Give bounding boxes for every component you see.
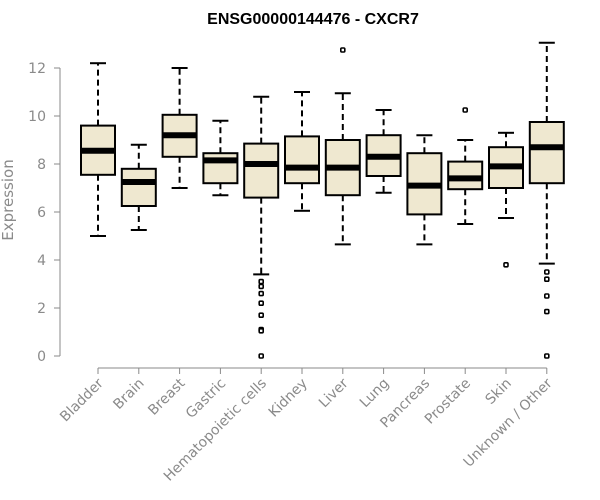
outlier-point	[258, 290, 265, 297]
box-group	[406, 134, 443, 246]
x-tick-label: Bladder	[57, 375, 107, 425]
x-tick-label: Liver	[316, 375, 352, 411]
box-group	[202, 119, 239, 197]
outlier-point	[258, 300, 265, 307]
y-tick-label: 12	[28, 61, 46, 77]
y-tick-label: 6	[37, 205, 46, 221]
x-tick-label: Brain	[110, 376, 147, 413]
box-group	[243, 95, 280, 359]
plot-area	[80, 41, 565, 359]
y-tick-label: 2	[37, 301, 46, 317]
outlier-point	[543, 269, 550, 275]
iqr-box	[284, 135, 320, 185]
box-group	[284, 91, 320, 212]
outlier-point	[339, 47, 346, 53]
outlier-point	[543, 308, 550, 315]
iqr-box	[120, 167, 157, 208]
outlier-point	[462, 107, 469, 113]
outlier-point	[258, 312, 265, 319]
outlier-point	[258, 327, 265, 334]
box-group	[447, 107, 484, 225]
iqr-box	[243, 142, 280, 199]
outlier-point	[258, 283, 265, 290]
x-tick-label: Skin	[482, 376, 514, 408]
outlier-point	[503, 261, 509, 268]
box-group	[161, 67, 198, 189]
iqr-box	[528, 121, 565, 185]
x-tick-label: Kidney	[266, 376, 311, 421]
y-axis: 0 2 4 6 8 10 12	[28, 61, 61, 365]
outlier-point	[258, 278, 265, 285]
x-tick-label: Breast	[145, 375, 189, 419]
outlier-point	[543, 353, 550, 359]
outlier-point	[543, 293, 550, 299]
x-tick-label: Lung	[357, 376, 392, 411]
box-group	[80, 62, 116, 237]
box-group	[365, 109, 402, 194]
y-tick-label: 8	[37, 157, 46, 173]
chart-title: ENSG00000144476 - CXCR7	[207, 11, 419, 28]
y-tick-label: 10	[28, 109, 46, 125]
box-group	[488, 131, 524, 268]
box-group	[324, 47, 361, 246]
box-group	[528, 41, 565, 359]
y-axis-label: Expression	[0, 159, 17, 240]
x-tick-label: Prostate	[422, 376, 474, 428]
outlier-point	[258, 353, 265, 359]
y-tick-label: 0	[37, 349, 46, 365]
box-group	[120, 143, 157, 231]
y-tick-label: 4	[37, 253, 46, 269]
outlier-point	[543, 276, 550, 283]
